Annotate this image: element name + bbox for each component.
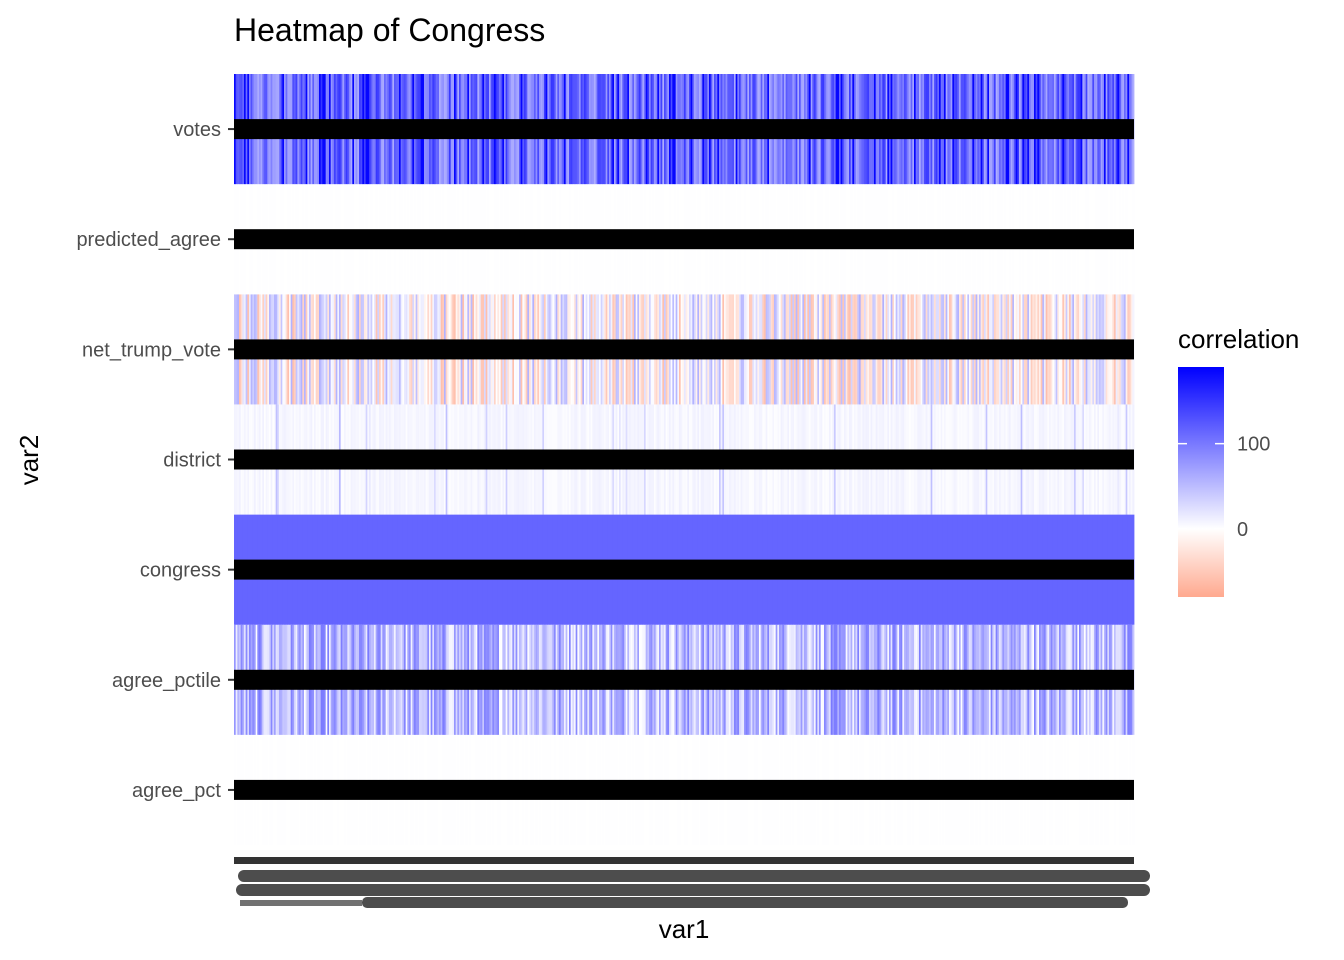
y-tick-label: votes bbox=[173, 119, 221, 141]
legend-colorbar bbox=[1178, 367, 1224, 597]
value-label-band-net-trump-vote bbox=[234, 339, 1134, 360]
legend-ticks: 0 100 bbox=[1178, 434, 1270, 541]
legend-break-label: 0 bbox=[1237, 519, 1248, 541]
y-tick-label: agree_pctile bbox=[112, 670, 221, 692]
value-label-band-district bbox=[234, 449, 1134, 470]
legend-break-label: 100 bbox=[1237, 434, 1270, 456]
x-tick-labels-overplotted-2 bbox=[236, 884, 1150, 896]
y-tick-label: district bbox=[163, 450, 221, 472]
value-label-band-congress bbox=[234, 559, 1134, 580]
y-axis-title: var2 bbox=[14, 435, 44, 486]
x-axis bbox=[234, 857, 1150, 908]
x-tick-labels-overplotted-3 bbox=[362, 897, 1128, 908]
x-tick-labels-overplotted-4 bbox=[240, 900, 362, 906]
chart-title: Heatmap of Congress bbox=[234, 12, 545, 48]
y-tick-label: congress bbox=[140, 560, 221, 582]
legend: correlation 0 100 bbox=[1178, 324, 1299, 597]
value-label-band-votes bbox=[234, 119, 1134, 140]
value-label-band-predicted-agree bbox=[234, 229, 1134, 250]
y-tick-label: predicted_agree bbox=[76, 229, 221, 251]
overplotted-value-labels bbox=[234, 119, 1134, 800]
value-label-band-agree-pct bbox=[234, 779, 1134, 800]
x-ticks-overplotted bbox=[234, 857, 1134, 864]
x-tick-labels-overplotted-1 bbox=[238, 870, 1150, 882]
legend-title: correlation bbox=[1178, 324, 1299, 354]
y-tick-label: agree_pct bbox=[132, 780, 221, 802]
y-tick-label: net_trump_vote bbox=[82, 339, 221, 361]
value-label-band-agree-pctile bbox=[234, 669, 1134, 690]
x-axis-title: var1 bbox=[659, 914, 710, 944]
y-axis: agree_pct agree_pctile congress district net… bbox=[76, 119, 234, 802]
